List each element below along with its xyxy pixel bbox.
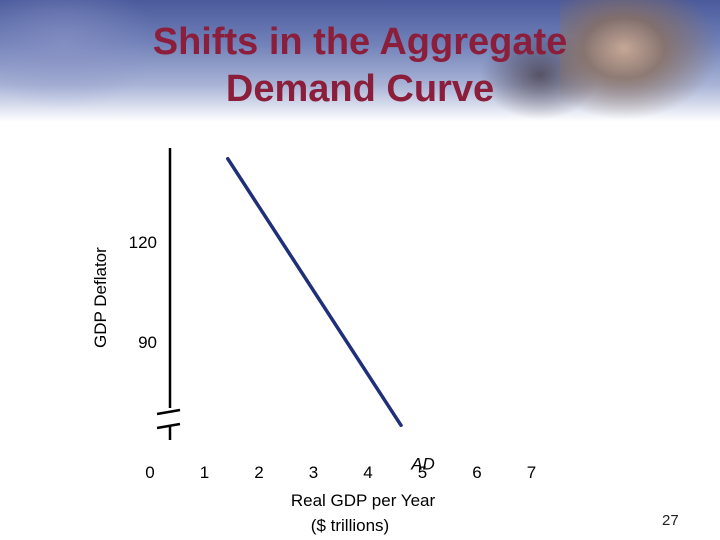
- y-axis-break-mark-upper: [156, 408, 181, 416]
- x-axis-title-line2: ($ trillions): [311, 516, 389, 535]
- slide-title-line1: Shifts in the Aggregate: [152, 21, 568, 63]
- page-number: 27: [662, 512, 679, 529]
- y-tick-label-120: 120: [129, 233, 157, 252]
- x-tick-label-3: 3: [309, 463, 318, 482]
- slide-title-line2: Demand Curve: [225, 68, 495, 110]
- x-tick-label-4: 4: [363, 463, 372, 482]
- chart-series: AD: [226, 156, 435, 473]
- series-line-ad: [226, 156, 403, 428]
- banner-photo-right: [560, 0, 720, 120]
- x-tick-label-2: 2: [254, 463, 263, 482]
- banner-photo-left: [0, 0, 160, 110]
- x-axis-title-line1: Real GDP per Year: [291, 491, 436, 510]
- y-tick-label-90: 90: [138, 333, 157, 352]
- x-tick-label-1: 1: [200, 463, 209, 482]
- title-banner: [0, 0, 720, 122]
- chart-tick-labels: 0 1 2 3 4 5 6 7 120 90: [129, 233, 537, 482]
- x-tick-label-5: 5: [418, 463, 427, 482]
- x-tick-label-6: 6: [472, 463, 481, 482]
- x-tick-label-0: 0: [145, 463, 154, 482]
- y-axis-title: GDP Deflator: [91, 247, 110, 348]
- y-axis-break-mark-lower: [156, 422, 181, 430]
- x-tick-label-7: 7: [527, 463, 536, 482]
- chart-axes: [156, 148, 181, 440]
- series-label-ad: AD: [410, 454, 435, 473]
